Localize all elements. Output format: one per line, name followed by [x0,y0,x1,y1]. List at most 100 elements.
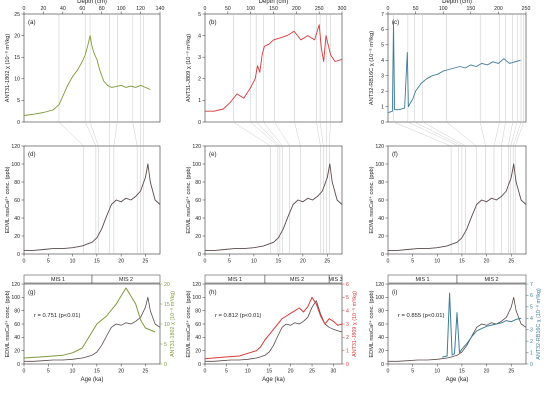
y2-tick-label: 4 [530,316,533,322]
y2-tick-label: 2 [346,335,349,341]
tie-connector [422,121,466,147]
mis-segment [91,274,161,284]
y-tick-label: 80 [195,180,201,186]
y-tick-label: 0 [381,252,384,258]
y-tick-label: 4 [198,33,201,39]
tie-connector [233,121,271,147]
x-tick-label: 100 [439,6,448,12]
x-tick-label: 5 [225,369,228,375]
series-line [205,300,343,362]
y-tick-label: 25 [14,12,20,18]
tie-connector [414,121,463,147]
panel-label: (e) [209,151,217,158]
y2-axis-label: ANT31-J809 χ (10⁻⁸ m³/kg) [352,291,358,357]
series-line [387,21,521,114]
x-axis-label: Age (ka) [446,377,469,383]
series-line [204,296,343,360]
y-tick-label: 2 [381,89,384,95]
y-tick-label: 80 [195,308,201,314]
y-tick-label: 20 [14,33,20,39]
y-axis-label: ANT31-J809 χ (10⁻⁸ m³/kg) [185,34,192,102]
y-axis-label: EDML nssCa²⁺ conc. (ppb) [4,166,11,233]
y-tick-label: 7 [381,12,384,18]
mis-segment [456,274,527,284]
y-tick-label: 3 [198,55,201,61]
panel-label: (a) [28,19,36,26]
mis-bar: MIS 1 MIS 2 [387,274,527,284]
x-tick-label: 150 [269,6,278,12]
y-tick-label: 1 [381,104,384,110]
y-tick-label: 60 [195,322,201,328]
y-tick-label: 15 [14,55,20,61]
x-tick-label: 5 [47,369,50,375]
y-tick-label: 100 [375,295,384,301]
y2-tick-label: 4 [346,308,349,314]
x-tick-label: 300 [338,6,347,12]
x-tick-label: 25 [309,369,315,375]
x-tick-label: 10 [245,369,251,375]
tie-connector [113,121,118,147]
y2-tick-label: 1 [530,350,533,356]
series-line [24,163,161,251]
series-line [205,24,343,112]
y-tick-label: 80 [378,180,384,186]
mis-label: MIS 3 [329,277,343,283]
mis-label: MIS 2 [290,277,304,283]
y-axis-label: EDML nssCa²⁺ conc. (ppb) [4,290,11,357]
y-tick-label: 20 [14,234,20,240]
y-tick-label: 5 [381,43,384,49]
y2-axis-label: ANT31-1802 χ (10⁻⁸ m³/kg) [170,291,176,357]
y2-tick-label: 5 [346,295,349,301]
tie-connector [250,121,279,147]
x-tick-label: 10 [434,369,440,375]
x-tick-label: 10 [70,259,76,265]
y-tick-label: 6 [381,27,384,33]
x-tick-label: 0 [23,259,26,265]
tie-connector [329,121,331,147]
y2-tick-label: 7 [530,282,533,288]
y-tick-label: 120 [11,282,20,288]
y-tick-label: 120 [192,282,201,288]
tie-connector [89,121,99,147]
y-tick-label: 40 [14,335,20,341]
x-axis-label: Age (ka) [262,377,285,383]
x-axis-label: Depth (cm) [259,0,289,5]
x-tick-label: 20 [118,369,124,375]
y-axis-label: EDML nssCa²⁺ conc. (ppb) [368,290,375,357]
tie-connector [480,121,486,147]
axes-frame [23,283,161,365]
series-line [23,287,156,359]
x-tick-label: 250 [522,6,531,12]
x-tick-label: 15 [459,259,465,265]
x-tick-label: 20 [118,259,124,265]
series-line [205,163,343,251]
x-tick-label: 50 [413,6,419,12]
y-tick-label: 60 [14,198,20,204]
y-tick-label: 120 [11,144,20,150]
y2-tick-label: 10 [164,322,170,328]
axes-frame [204,283,343,365]
y-tick-label: 40 [378,335,384,341]
x-tick-label: 20 [484,259,490,265]
panel-label: (b) [209,19,217,26]
y2-tick-label: 20 [164,282,170,288]
axes-frame [387,145,527,255]
y-axis-label: ANT31-1802 χ (10⁻⁸ m³/kg) [4,34,11,103]
tie-connector [510,121,518,147]
mis-label: MIS 1 [415,277,429,283]
x-tick-label: 60 [79,6,85,12]
y2-tick-label: 6 [346,282,349,288]
y-tick-label: 60 [378,322,384,328]
y-tick-label: 5 [198,12,201,18]
tie-connector [274,121,290,147]
tie-connector [263,121,283,147]
x-tick-label: 20 [41,6,47,12]
series-line [388,296,527,362]
y2-tick-label: 0 [530,362,533,368]
tie-connector [316,121,321,147]
y2-tick-label: 5 [164,342,167,348]
mis-segment [328,274,343,284]
x-axis-label: Depth (cm) [77,0,107,5]
